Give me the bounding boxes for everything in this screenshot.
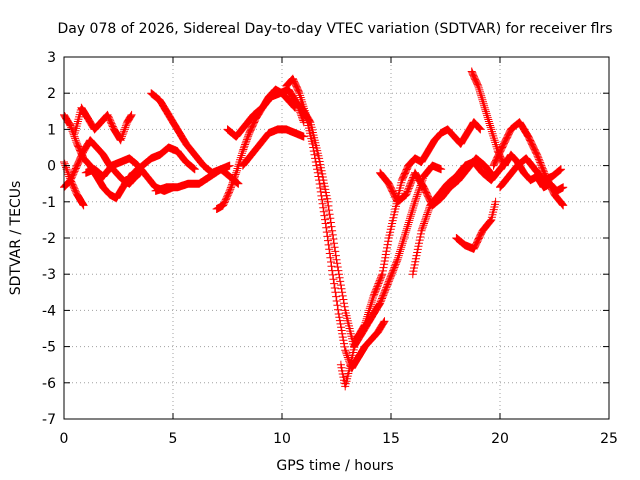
y-tick-label: -5 <box>42 340 56 356</box>
series-flrs-track-14 <box>336 118 485 391</box>
y-tick-label: -3 <box>42 267 56 283</box>
series-markers <box>238 125 308 170</box>
series-markers <box>336 118 485 391</box>
series-markers <box>408 154 513 279</box>
series-flrs-track-12 <box>282 74 389 373</box>
x-tick-label: 10 <box>273 431 291 447</box>
x-tick-label: 5 <box>169 431 178 447</box>
x-axis-label: GPS time / hours <box>276 458 393 474</box>
series-markers <box>282 74 389 373</box>
grid-lines <box>63 56 610 420</box>
y-tick-label: 0 <box>47 159 56 175</box>
y-tick-label: -4 <box>42 303 56 319</box>
data-points <box>60 67 568 391</box>
x-tick-label: 0 <box>60 431 69 447</box>
tick-labels: 0 5 10 15 20 25 -7 -6 -5 -4 -3 -2 -1 0 1 2 3 <box>42 50 618 447</box>
x-tick-label: 20 <box>491 431 509 447</box>
y-tick-label: 1 <box>47 122 56 138</box>
chart-title: Day 078 of 2026, Sidereal Day-to-day VTE… <box>57 21 612 37</box>
series-markers <box>121 143 199 188</box>
series-flrs-track-3 <box>70 103 136 145</box>
y-axis-label: SDTVAR / TECUs <box>8 181 24 296</box>
series-markers <box>496 154 565 192</box>
y-tick-label: -2 <box>42 231 56 247</box>
y-tick-label: -1 <box>42 195 56 211</box>
series-markers <box>452 197 500 253</box>
series-flrs-track-16 <box>408 154 513 279</box>
x-tick-label: 25 <box>600 431 618 447</box>
series-markers <box>151 161 234 195</box>
series-flrs-track-11 <box>238 125 308 170</box>
x-tick-label: 15 <box>382 431 400 447</box>
axis-ticks <box>63 56 610 420</box>
series-flrs-track-17 <box>452 197 500 253</box>
y-tick-label: 2 <box>47 86 56 102</box>
y-tick-label: -6 <box>42 376 56 392</box>
y-tick-label: -7 <box>42 412 56 428</box>
series-flrs-track-20 <box>496 154 565 192</box>
series-flrs-track-6 <box>121 143 199 188</box>
y-tick-label: 3 <box>47 50 56 66</box>
series-flrs-track-8 <box>151 161 234 195</box>
series-markers <box>70 103 136 145</box>
